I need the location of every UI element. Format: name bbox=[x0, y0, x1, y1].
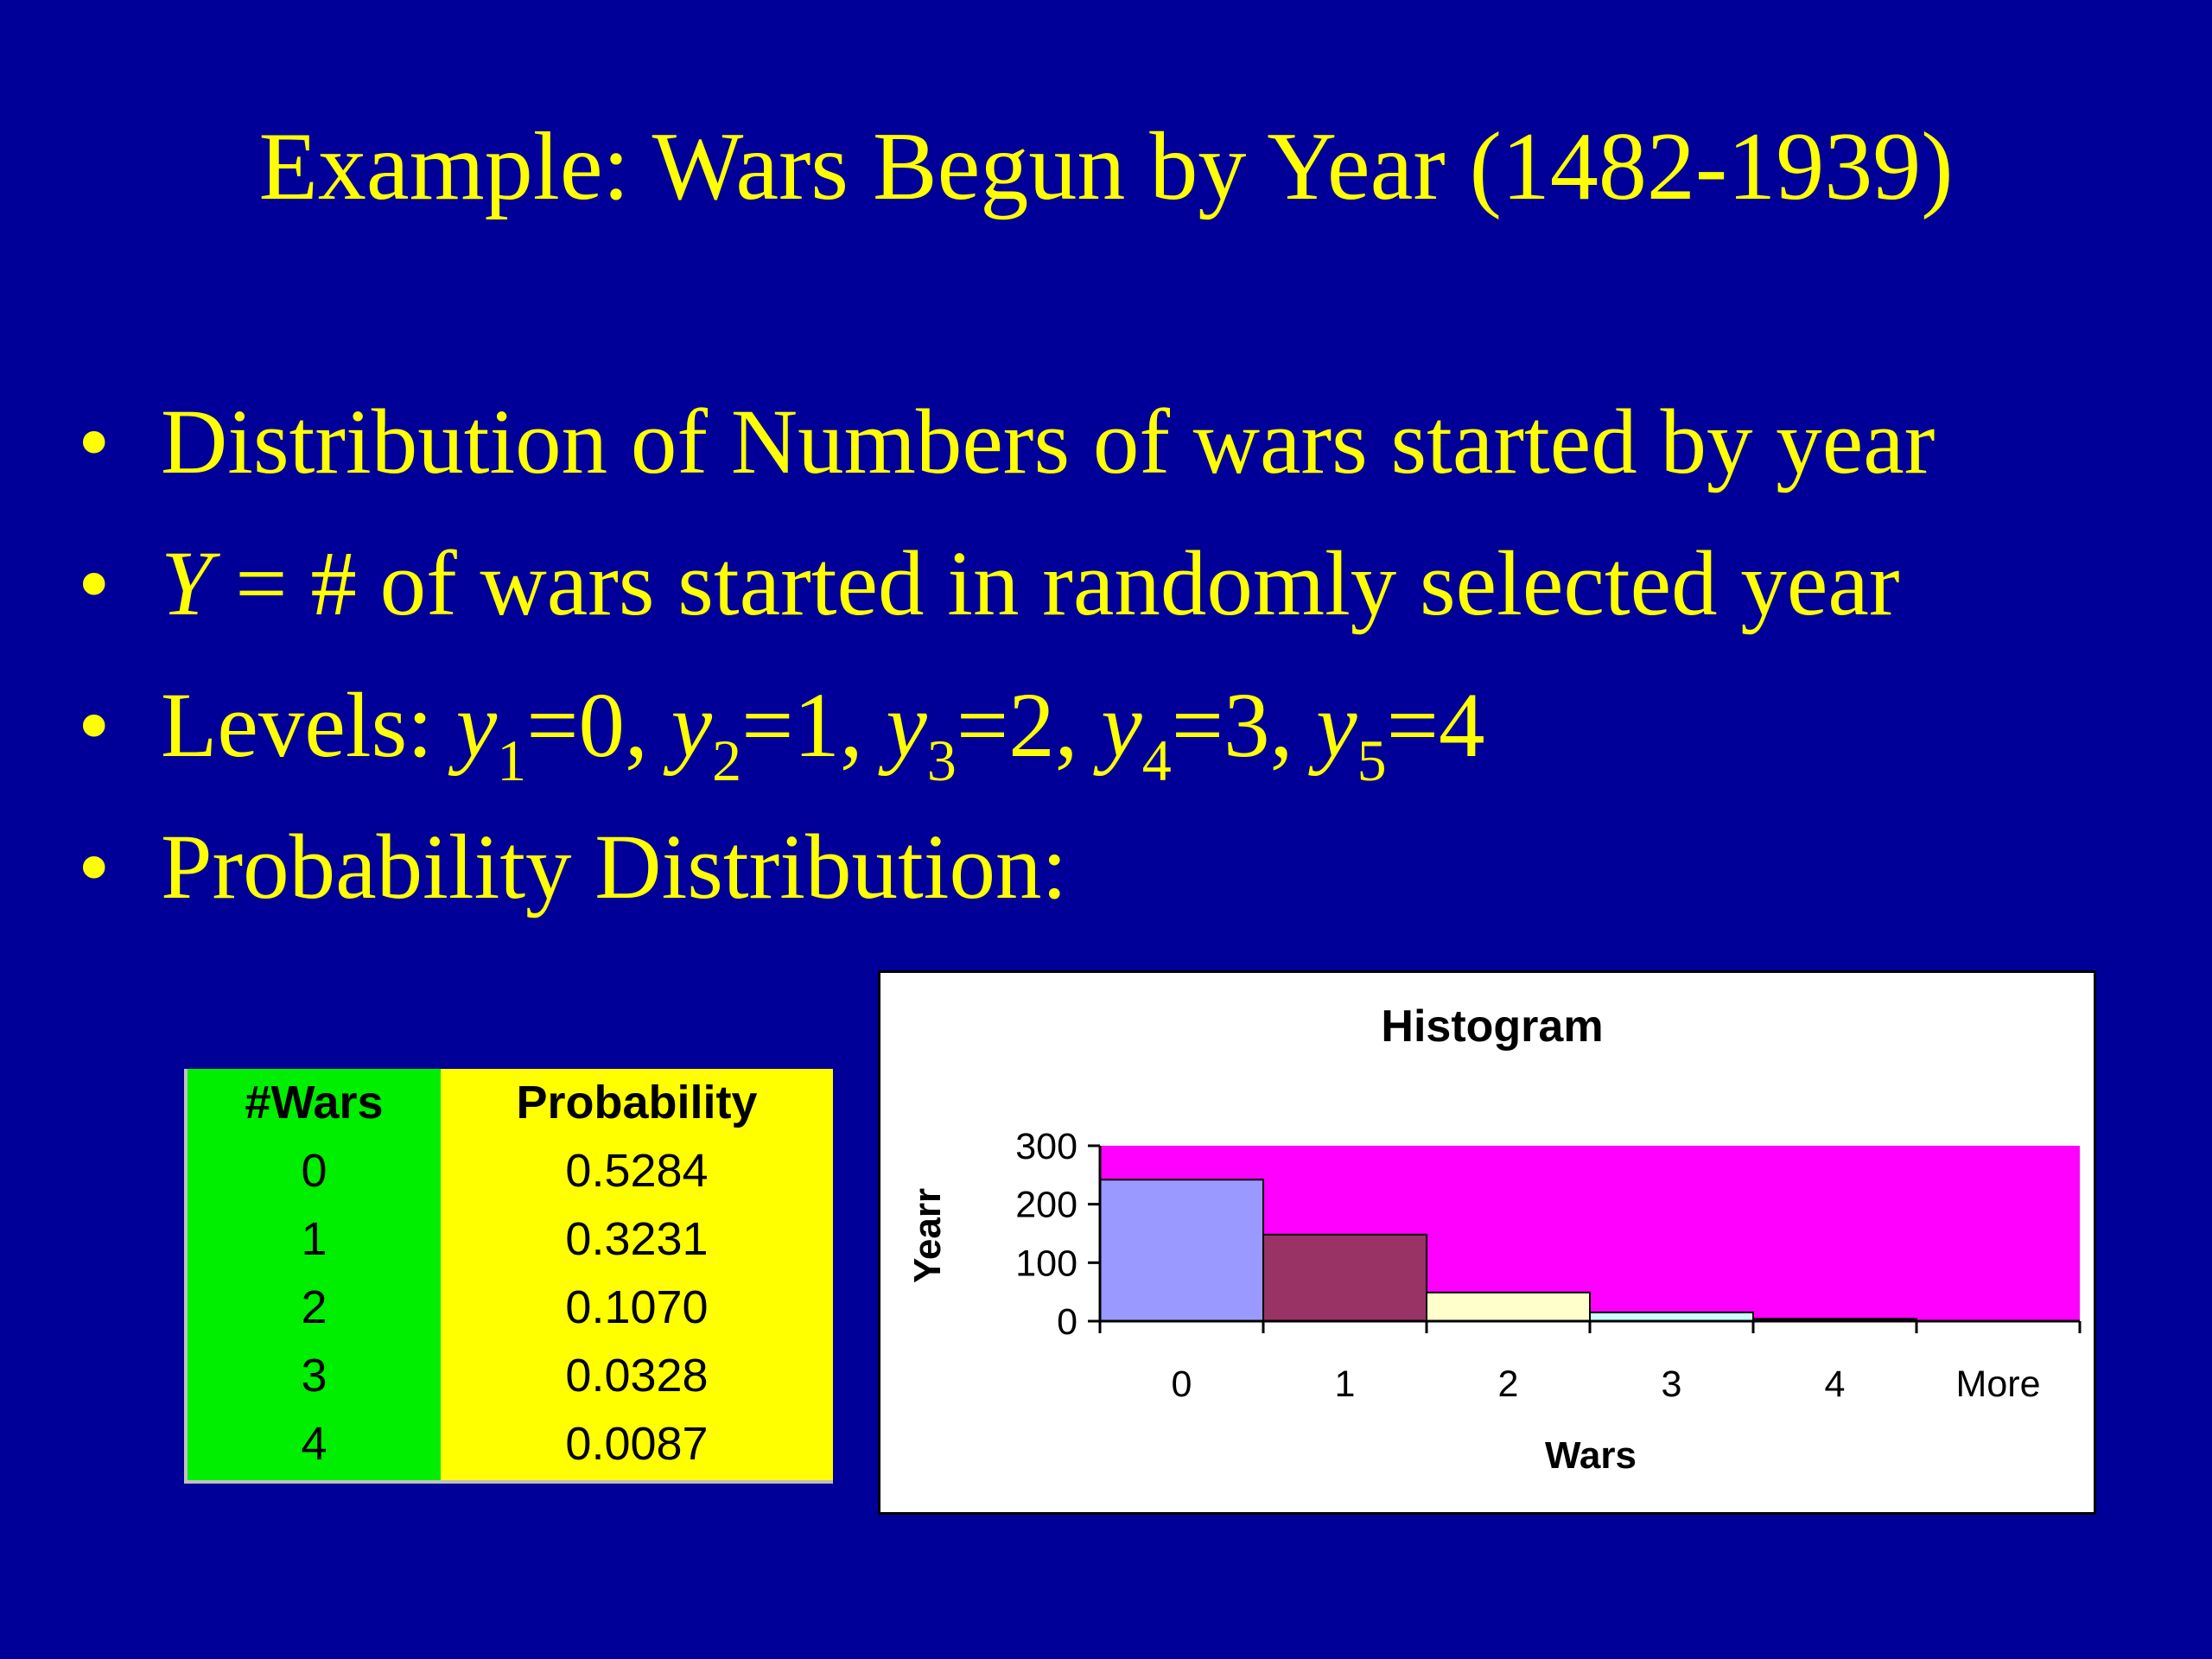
x-tick-label: 3 bbox=[1662, 1363, 1682, 1405]
x-tick-label: More bbox=[1956, 1363, 2041, 1405]
cell-wars: 1 bbox=[301, 1213, 327, 1265]
chart-title: Histogram bbox=[1381, 1001, 1603, 1052]
header-probability: Probability bbox=[516, 1077, 758, 1128]
bullet-random-variable: • Y = # of wars started in randomly sele… bbox=[78, 513, 1935, 655]
cell-probability: 0.3231 bbox=[565, 1213, 709, 1265]
wars-column: #Wars 0 1 2 3 4 bbox=[184, 1069, 441, 1484]
cell-wars: 3 bbox=[301, 1350, 327, 1402]
y-tick-label: 300 bbox=[1015, 1126, 1077, 1167]
bullet-marker: • bbox=[78, 675, 111, 777]
x-tick-label: 2 bbox=[1498, 1363, 1519, 1405]
y-tick-label: 200 bbox=[1015, 1185, 1077, 1226]
cell-wars: 4 bbox=[301, 1418, 327, 1470]
header-wars: #Wars bbox=[245, 1077, 384, 1128]
histogram-bar bbox=[1426, 1291, 1591, 1322]
cell-probability: 0.0328 bbox=[565, 1350, 709, 1402]
bullet-marker: • bbox=[78, 391, 111, 493]
histogram-bar bbox=[1262, 1233, 1427, 1322]
histogram-chart: Histogram Yearr Wars 0 100 200 300 0 1 2 3 4 More bbox=[878, 970, 2096, 1515]
level-item: y5=4 bbox=[1316, 675, 1485, 793]
probability-column: Probability 0.5284 0.3231 0.1070 0.0328 … bbox=[441, 1069, 833, 1484]
histogram-svg: Histogram Yearr Wars 0 100 200 300 0 1 2 3 4 More bbox=[906, 1001, 2082, 1477]
probability-table: #Wars 0 1 2 3 4 Probability 0.5284 0.323… bbox=[184, 1069, 833, 1484]
level-item: y3=2, bbox=[886, 675, 1102, 793]
variable-y: Y bbox=[161, 533, 213, 635]
cell-probability: 0.5284 bbox=[565, 1145, 709, 1197]
slide-title: Example: Wars Begun by Year (1482-1939) bbox=[258, 113, 1954, 220]
x-tick-label: 1 bbox=[1335, 1363, 1356, 1405]
bullet-levels: • Levels: y1=0, y2=1, y3=2, y4=3, y5=4 bbox=[78, 655, 1935, 797]
cell-wars: 0 bbox=[301, 1145, 327, 1197]
x-tick-label: 4 bbox=[1825, 1363, 1846, 1405]
bullet-marker: • bbox=[78, 817, 111, 918]
y-axis-label: Yearr bbox=[906, 1188, 949, 1283]
bullet-marker: • bbox=[78, 533, 111, 635]
level-item: y2=1, bbox=[671, 675, 887, 793]
bullet-text: = # of wars started in randomly selected… bbox=[212, 533, 1900, 635]
level-item: y1=0, bbox=[455, 675, 671, 793]
level-item: y4=3, bbox=[1101, 675, 1317, 793]
cell-probability: 0.1070 bbox=[565, 1281, 709, 1333]
levels-prefix: Levels: bbox=[161, 675, 456, 777]
y-tick-label: 100 bbox=[1015, 1243, 1077, 1284]
bullet-probability-distribution: • Probability Distribution: bbox=[78, 797, 1935, 938]
histogram-bar bbox=[1589, 1311, 1754, 1323]
histogram-bar bbox=[1099, 1179, 1264, 1322]
bullet-distribution: • Distribution of Numbers of wars starte… bbox=[78, 372, 1935, 513]
cell-wars: 2 bbox=[301, 1281, 327, 1333]
x-axis-label: Wars bbox=[1545, 1434, 1637, 1477]
y-tick-label: 0 bbox=[1057, 1301, 1077, 1343]
cell-probability: 0.0087 bbox=[565, 1418, 709, 1470]
bullet-text: Probability Distribution: bbox=[161, 817, 1068, 918]
bullet-list: • Distribution of Numbers of wars starte… bbox=[78, 372, 1935, 938]
x-tick-label: 0 bbox=[1172, 1363, 1192, 1405]
bullet-text: Distribution of Numbers of wars started … bbox=[161, 391, 1936, 493]
